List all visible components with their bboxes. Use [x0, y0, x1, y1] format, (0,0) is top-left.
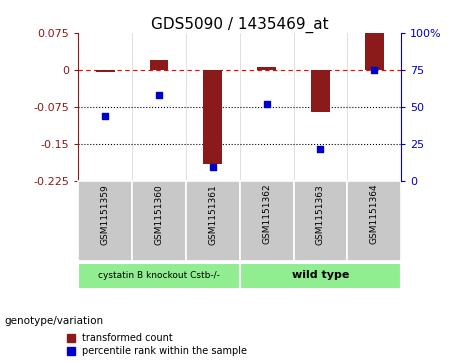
- Bar: [294, 182, 347, 261]
- Text: wild type: wild type: [292, 270, 349, 280]
- Bar: [132, 182, 186, 261]
- Bar: [257, 68, 276, 70]
- Text: GSM1151359: GSM1151359: [101, 184, 110, 245]
- Bar: [203, 70, 222, 164]
- Text: cystatin B knockout Cstb-/-: cystatin B knockout Cstb-/-: [98, 271, 220, 280]
- Point: [263, 101, 270, 107]
- Point: [371, 67, 378, 73]
- Bar: [311, 70, 330, 112]
- Bar: [186, 182, 240, 261]
- Text: GSM1151364: GSM1151364: [370, 184, 378, 244]
- Point: [155, 92, 163, 98]
- Bar: [78, 263, 240, 289]
- Text: GSM1151360: GSM1151360: [154, 184, 164, 245]
- Point: [317, 146, 324, 152]
- Point: [101, 113, 109, 119]
- Bar: [240, 182, 294, 261]
- Text: GSM1151361: GSM1151361: [208, 184, 217, 245]
- Bar: [150, 60, 168, 70]
- Text: GSM1151363: GSM1151363: [316, 184, 325, 245]
- Legend: transformed count, percentile rank within the sample: transformed count, percentile rank withi…: [65, 331, 249, 358]
- Bar: [78, 182, 132, 261]
- Bar: [365, 33, 384, 70]
- Bar: [240, 263, 401, 289]
- Bar: [347, 182, 401, 261]
- Title: GDS5090 / 1435469_at: GDS5090 / 1435469_at: [151, 16, 329, 33]
- Bar: [96, 70, 115, 72]
- Text: genotype/variation: genotype/variation: [5, 316, 104, 326]
- Point: [209, 164, 217, 170]
- Text: GSM1151362: GSM1151362: [262, 184, 271, 244]
